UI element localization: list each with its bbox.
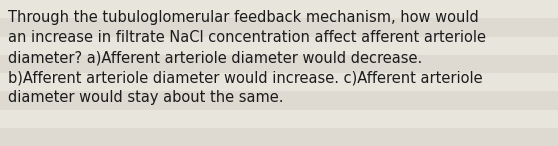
Bar <box>0 128 558 146</box>
Bar <box>0 0 558 18</box>
Bar <box>0 36 558 55</box>
Text: Through the tubuloglomerular feedback mechanism, how would
an increase in filtra: Through the tubuloglomerular feedback me… <box>8 10 486 105</box>
Bar <box>0 55 558 73</box>
Bar <box>0 18 558 36</box>
Bar <box>0 91 558 110</box>
Bar <box>0 73 558 91</box>
Bar <box>0 110 558 128</box>
